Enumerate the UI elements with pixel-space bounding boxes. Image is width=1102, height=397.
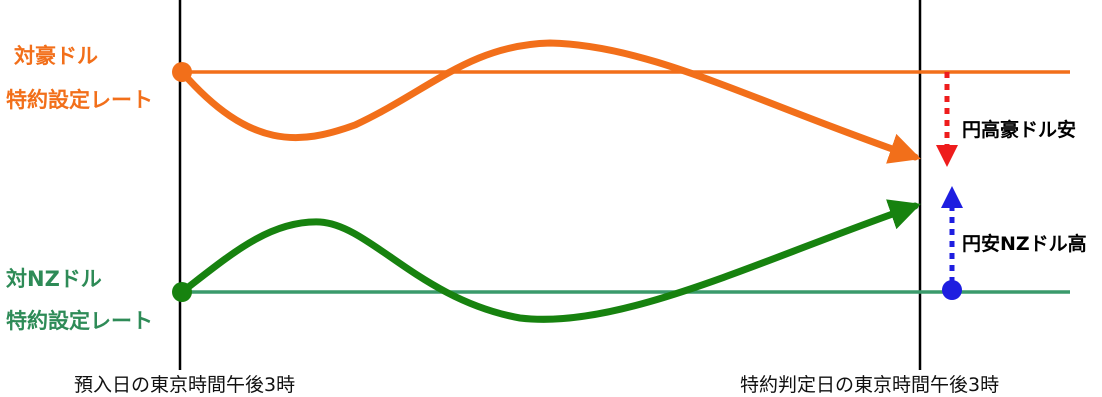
nzd-rate-curve — [178, 199, 921, 323]
yen-strong-label: 円高豪ドル安 — [962, 119, 1077, 141]
aud-label-line2: 特約設定レート — [6, 88, 153, 112]
judgment-date-label: 特約判定日の東京時間午後3時 — [740, 374, 1000, 396]
aud-rate-curve — [178, 39, 921, 164]
start-date-label: 預入日の東京時間午後3時 — [74, 374, 296, 396]
nzd-start-point — [172, 282, 192, 302]
yen-strong-arrowhead — [936, 145, 958, 167]
yen-weak-label: 円安NZドル高 — [962, 233, 1087, 255]
aud-label-line1: 対豪ドル — [14, 44, 98, 68]
aud-start-point — [172, 62, 192, 82]
yen-weak-arrowhead — [941, 186, 963, 208]
nzd-end-point — [942, 280, 962, 300]
nzd-label-line1: 対NZドル — [6, 267, 102, 291]
nzd-label-line2: 特約設定レート — [6, 309, 153, 333]
